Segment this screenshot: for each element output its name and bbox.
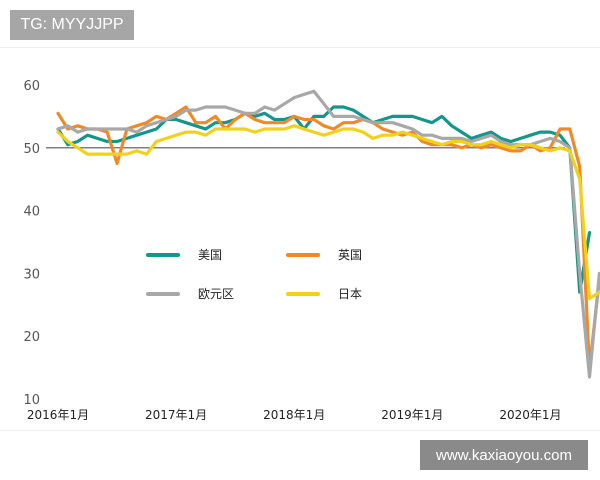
legend-label: 日本 — [338, 287, 362, 301]
bottom-divider — [0, 430, 600, 431]
x-axis-ticks: 2016年1月 2017年1月 2018年1月 2019年1月 2020年1月 — [27, 408, 562, 422]
x-tick-label: 2020年1月 — [499, 408, 561, 422]
legend-label: 英国 — [338, 248, 362, 262]
y-tick-label: 40 — [23, 205, 40, 220]
series-line-2 — [56, 89, 600, 379]
series-line-0 — [56, 105, 592, 294]
y-tick-label: 50 — [23, 142, 40, 157]
y-axis-ticks: 10 20 30 40 50 60 — [23, 79, 40, 408]
y-tick-label: 20 — [23, 330, 40, 345]
legend-label: 欧元区 — [198, 287, 234, 301]
watermark-site: www.kaxiaoyou.com — [420, 440, 588, 470]
legend-label: 美国 — [198, 248, 222, 262]
series-line-1 — [56, 105, 600, 370]
watermark-tag: TG: MYYJJPP — [10, 10, 134, 40]
x-tick-label: 2016年1月 — [27, 408, 89, 422]
y-tick-label: 30 — [23, 267, 40, 282]
series-line-3 — [56, 124, 600, 301]
x-tick-label: 2018年1月 — [263, 408, 325, 422]
x-tick-label: 2019年1月 — [381, 408, 443, 422]
y-tick-label: 60 — [23, 79, 40, 94]
x-tick-label: 2017年1月 — [145, 408, 207, 422]
y-tick-label: 10 — [23, 393, 40, 408]
series-lines — [56, 89, 600, 379]
top-divider — [0, 47, 600, 48]
